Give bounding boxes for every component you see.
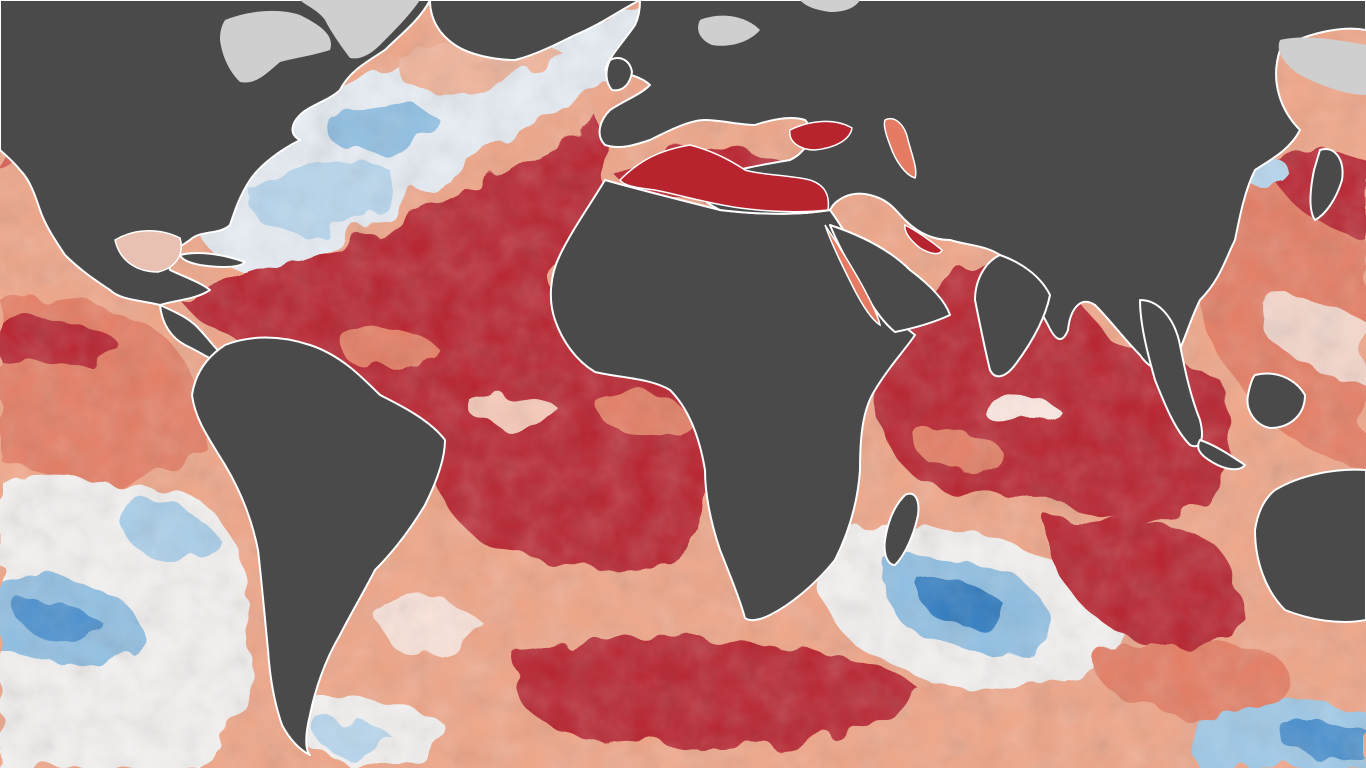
- black-sea: [789, 120, 853, 151]
- mediterranean-sea: [619, 144, 830, 213]
- eurasia-landmass: [598, 0, 1366, 370]
- south-america-landmass: [191, 336, 446, 756]
- madagascar-landmass: [883, 492, 920, 566]
- red-sea: [824, 224, 882, 327]
- caspian-sea: [883, 118, 917, 179]
- arctic-ice-east: [1278, 37, 1366, 95]
- australia-landmass: [1254, 468, 1366, 623]
- arctic-ice-svalbard: [698, 15, 760, 46]
- british-isles-landmass: [605, 57, 633, 92]
- arctic-ice-west: [220, 10, 331, 83]
- arctic-ice-hudson: [300, 0, 420, 59]
- sumatra-landmass: [1197, 439, 1246, 471]
- ice-layer: [220, 0, 1366, 95]
- gulf-of-mexico: [114, 230, 182, 273]
- greenland-landmass: [429, 0, 641, 61]
- borneo-landmass: [1246, 372, 1306, 429]
- persian-gulf: [904, 223, 943, 255]
- india-landmass: [974, 254, 1051, 378]
- arctic-ice-north-russia: [800, 0, 860, 12]
- japan-landmass: [1309, 148, 1344, 221]
- inland-seas: [114, 118, 943, 327]
- cuba-landmass: [179, 252, 246, 268]
